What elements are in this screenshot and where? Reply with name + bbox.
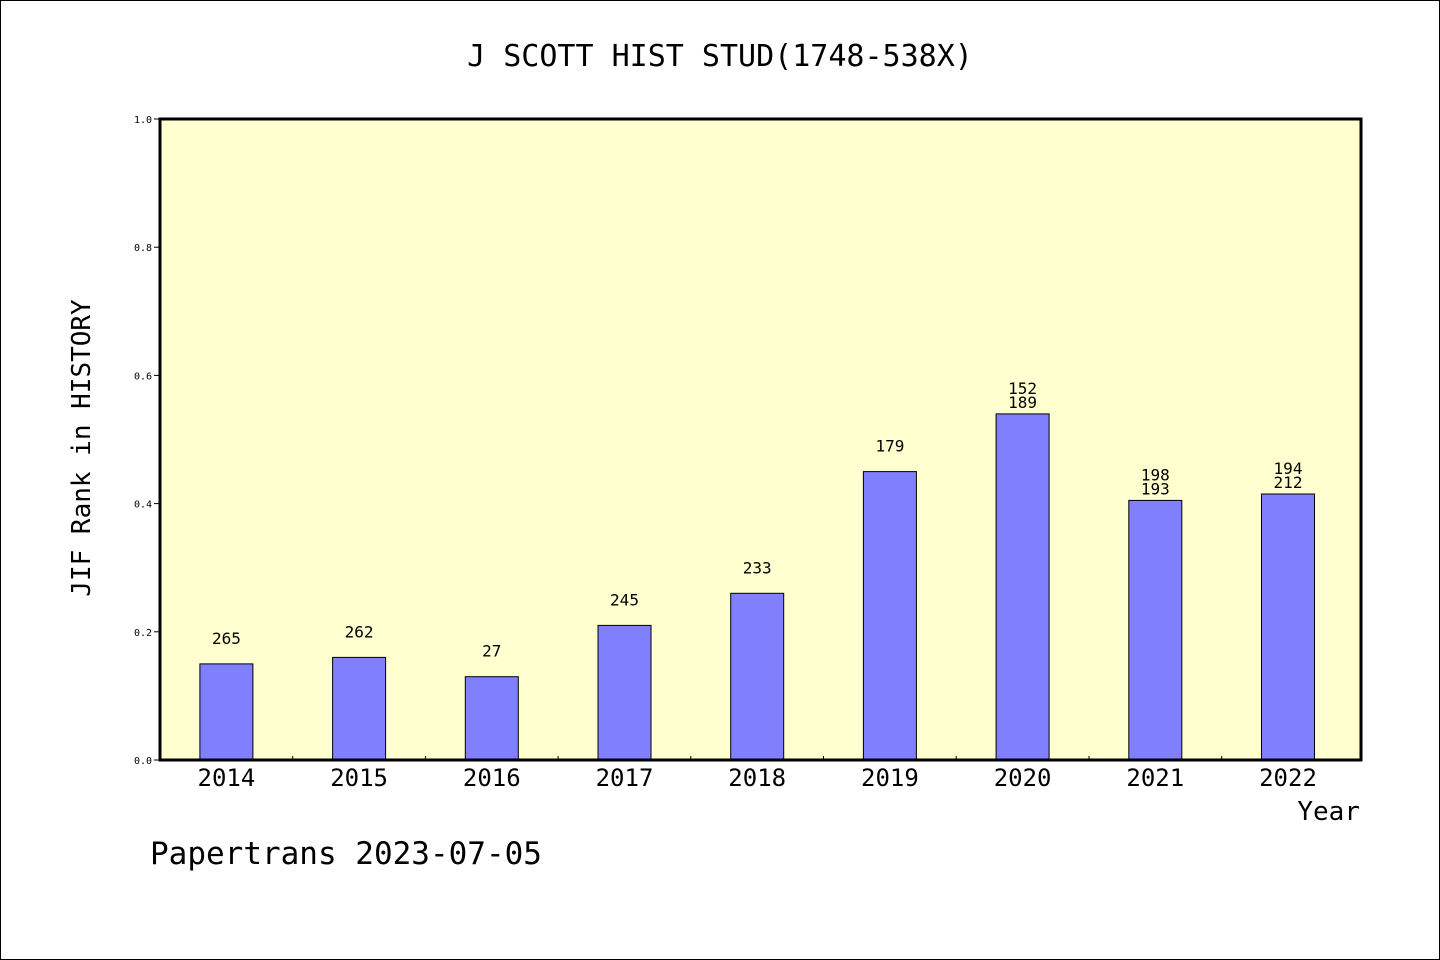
y-tick-label-0.4: 0.4 (134, 500, 152, 511)
y-tick-label-1.0: 1.0 (134, 115, 152, 126)
data-label-2022-1: 194 (1274, 459, 1303, 478)
chart-title: J SCOTT HIST STUD(1748-538X) (467, 39, 973, 74)
x-tick-label-2016: 2016 (463, 764, 521, 792)
bar-2014 (199, 663, 254, 761)
data-label-2017: 245 (610, 590, 639, 609)
x-tick-label-2022: 2022 (1259, 764, 1317, 792)
data-label-2020-1: 152 (1008, 379, 1037, 398)
data-label-2021-1: 198 (1141, 465, 1170, 484)
bar-2019 (862, 471, 917, 761)
data-label-2018: 233 (743, 558, 772, 577)
y-axis: 0.0 0.2 0.4 0.6 0.8 1.0 (134, 115, 160, 767)
data-label-2014: 265 (212, 629, 241, 648)
bar-2020 (995, 413, 1050, 761)
data-label-2016: 27 (482, 642, 501, 661)
x-tick-label-2018: 2018 (728, 764, 786, 792)
data-label-2015: 262 (345, 622, 374, 641)
y-tick-label-0.6: 0.6 (134, 371, 152, 382)
y-tick-label-0.2: 0.2 (134, 628, 152, 639)
x-tick-label-2021: 2021 (1126, 764, 1184, 792)
x-tick-label-2020: 2020 (994, 764, 1052, 792)
bar-2017 (597, 624, 652, 761)
x-axis-label: Year (1297, 797, 1360, 827)
data-label-2022-2: 212 (1274, 473, 1303, 492)
x-tick-label-2015: 2015 (330, 764, 388, 792)
x-tick-label-2017: 2017 (596, 764, 654, 792)
y-tick-label-0.8: 0.8 (134, 243, 152, 254)
bars-group (199, 413, 1315, 761)
plot-border (158, 117, 1363, 762)
bar-2018 (730, 592, 785, 761)
x-tick-label-2019: 2019 (861, 764, 919, 792)
footer-credit: Papertrans 2023-07-05 (150, 836, 542, 872)
x-tick-label-2014: 2014 (198, 764, 256, 792)
data-label-2020-2: 189 (1008, 393, 1037, 412)
bar-2021 (1128, 499, 1183, 761)
data-label-2021-2: 193 (1141, 479, 1170, 498)
bar-2015 (332, 656, 387, 761)
bar-2016 (464, 676, 519, 761)
data-label-2019: 179 (875, 437, 904, 456)
bar-2022 (1261, 493, 1315, 761)
x-axis: 2014 2015 2016 2017 2018 2019 2020 2021 2022 (198, 756, 1317, 792)
y-axis-label: JIF Rank in HISTORY (67, 299, 97, 597)
y-tick-label-0.0: 0.0 (134, 756, 152, 767)
